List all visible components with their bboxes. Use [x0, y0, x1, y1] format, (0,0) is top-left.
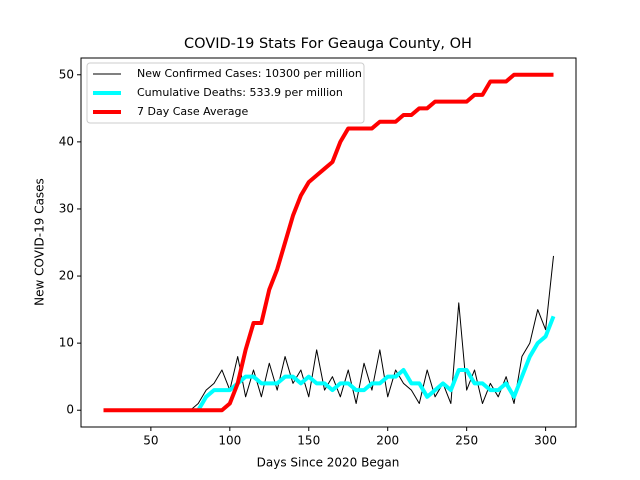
x-tick-label: 150: [297, 434, 320, 448]
series-line: [103, 72, 554, 413]
legend-label: New Confirmed Cases: 10300 per million: [137, 67, 362, 80]
series-line: [196, 315, 556, 412]
y-tick-label: 10: [59, 336, 74, 350]
x-tick-label: 250: [455, 434, 478, 448]
x-tick-label: 200: [376, 434, 399, 448]
legend: New Confirmed Cases: 10300 per million Cu…: [86, 62, 365, 124]
legend-label: Cumulative Deaths: 533.9 per million: [137, 86, 343, 99]
legend-box: [86, 62, 365, 124]
x-tick-label: 50: [143, 434, 158, 448]
y-tick-label: 20: [59, 269, 74, 283]
y-tick-label: 30: [59, 201, 74, 215]
y-tick-label: 40: [59, 134, 74, 148]
y-axis-label: New COVID-19 Cases: [33, 178, 47, 306]
x-tick-label: 100: [218, 434, 241, 448]
legend-label: 7 Day Case Average: [137, 105, 249, 118]
y-tick-label: 0: [66, 403, 74, 417]
plot-area: [103, 72, 556, 413]
chart-title: COVID-19 Stats For Geauga County, OH: [184, 36, 472, 52]
y-tick-label: 50: [59, 67, 74, 81]
x-tick-label: 300: [534, 434, 557, 448]
axes-frame: [80, 57, 577, 428]
x-axis-label: Days Since 2020 Began: [257, 456, 400, 470]
